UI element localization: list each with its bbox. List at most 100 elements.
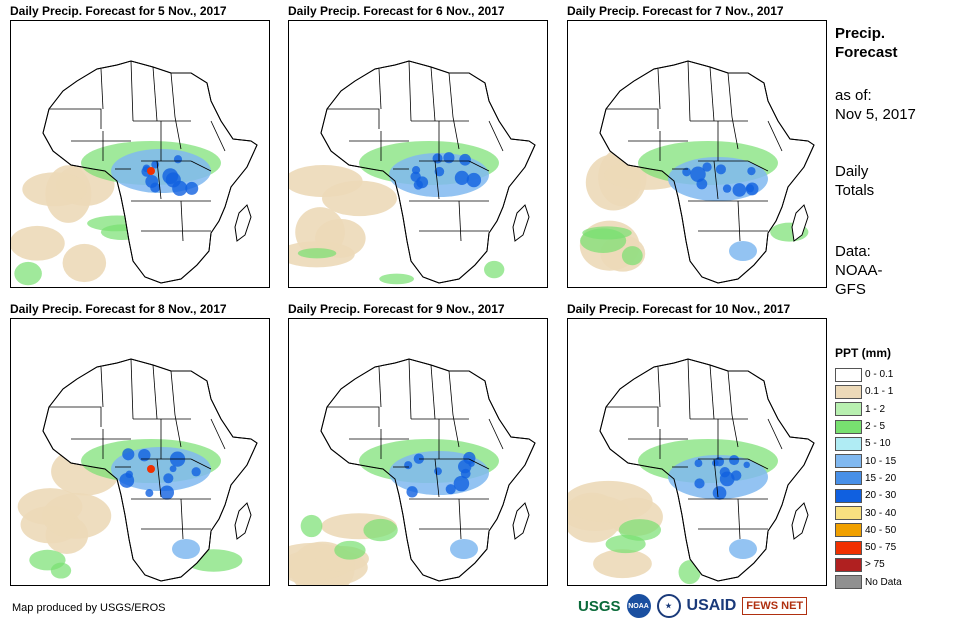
rain-cell-heavy xyxy=(162,168,179,185)
rain-cell-heavy xyxy=(460,468,471,479)
sidebar-asof: as of: Nov 5, 2017 xyxy=(835,86,916,124)
rain-cell-heavy xyxy=(729,455,740,466)
rain-cell-extreme xyxy=(147,465,155,473)
country-border xyxy=(458,498,462,540)
country-border xyxy=(49,108,102,129)
legend-label: 5 - 10 xyxy=(865,438,891,450)
country-border xyxy=(747,160,769,172)
dry-ocean-patch xyxy=(22,172,88,207)
rain-cell-heavy xyxy=(747,166,756,176)
country-border xyxy=(657,68,661,110)
legend-swatch xyxy=(835,488,862,503)
rain-cell-heavy xyxy=(169,465,177,473)
africa-map-svg xyxy=(568,358,815,585)
noaa-logo: NOAA xyxy=(626,594,651,618)
rain-cell-heavy xyxy=(191,467,201,477)
legend-label: 40 - 50 xyxy=(865,524,897,536)
rain-cell-heavy xyxy=(459,153,471,166)
country-border xyxy=(747,458,769,470)
forecast-panel-8nov: Daily Precip. Forecast for 8 Nov., 2017 xyxy=(10,302,270,586)
madagascar-landmass xyxy=(234,204,252,242)
country-border xyxy=(731,116,739,150)
country-border xyxy=(100,68,104,110)
country-border xyxy=(130,358,134,420)
legend-swatch xyxy=(835,436,862,451)
sidebar-title-line2: Forecast xyxy=(835,44,898,61)
panel-title: Daily Precip. Forecast for 8 Nov., 2017 xyxy=(10,302,227,316)
precip-map xyxy=(10,20,270,288)
panel-title: Daily Precip. Forecast for 10 Nov., 2017 xyxy=(567,302,791,316)
legend-item: 2 - 5 xyxy=(835,418,902,435)
country-border xyxy=(767,120,783,152)
legend-swatch xyxy=(835,557,862,572)
legend-title: PPT (mm) xyxy=(835,346,892,360)
country-border xyxy=(731,414,739,448)
map-credit: Map produced by USGS/EROS xyxy=(12,602,166,614)
country-border xyxy=(210,120,226,152)
legend-item: 20 - 30 xyxy=(835,487,902,504)
daily-line1: Daily xyxy=(835,163,869,180)
rain-cell-heavy xyxy=(454,170,469,185)
africa-coastline xyxy=(599,60,815,284)
forecast-panel-7nov: Daily Precip. Forecast for 7 Nov., 2017 xyxy=(567,4,827,288)
country-border xyxy=(434,160,440,200)
rain-cell-heavy xyxy=(731,470,742,481)
rain-cell-heavy xyxy=(406,486,418,498)
ppt-legend: PPT (mm) 0 - 0.1 0.1 - 1 1 - 2 2 - 5 5 - 10 1… xyxy=(835,346,902,591)
rain-cell-heavy xyxy=(122,448,135,461)
sidebar-data-source: Data: NOAA- GFS xyxy=(835,242,883,299)
legend-label: 50 - 75 xyxy=(865,542,897,554)
legend-item: 0.1 - 1 xyxy=(835,383,902,400)
madagascar-landmass xyxy=(791,502,809,540)
rain-cell-heavy xyxy=(416,176,429,189)
rain-band-moderate xyxy=(668,455,768,499)
country-border xyxy=(687,60,691,122)
legend-label: 30 - 40 xyxy=(865,507,897,519)
country-border xyxy=(468,160,490,172)
data-line3: GFS xyxy=(835,281,866,298)
rain-cell-heavy xyxy=(404,461,413,470)
country-border xyxy=(156,160,162,200)
country-border xyxy=(687,358,691,420)
precip-map xyxy=(567,20,827,288)
dry-ocean-patch xyxy=(17,488,83,526)
rain-cell-heavy xyxy=(722,184,732,193)
africa-map-svg xyxy=(17,358,258,582)
forecast-panel-10nov: Daily Precip. Forecast for 10 Nov., 2017 xyxy=(567,302,827,586)
dry-ocean-patch xyxy=(322,180,397,217)
legend-item: 1 - 2 xyxy=(835,401,902,418)
legend-label: 2 - 5 xyxy=(865,421,886,433)
rain-cell-heavy xyxy=(719,471,735,487)
usaid-logo: USAID xyxy=(686,597,737,614)
legend-swatch xyxy=(835,384,862,399)
country-border xyxy=(713,458,719,498)
rain-ocean-patch xyxy=(484,260,505,279)
legend-swatch xyxy=(835,471,862,486)
country-border xyxy=(327,108,380,129)
rain-ocean-patch xyxy=(363,518,398,542)
legend-label: 0.1 - 1 xyxy=(865,386,894,398)
rain-ocean-patch xyxy=(29,549,66,571)
country-border xyxy=(430,66,436,122)
rain-cell-heavy xyxy=(453,475,470,492)
country-border xyxy=(458,200,462,242)
legend-label: 20 - 30 xyxy=(865,490,897,502)
legend-item: 40 - 50 xyxy=(835,522,902,539)
africa-map-svg xyxy=(289,358,536,585)
africa-coastline xyxy=(320,60,536,284)
rain-ocean-patch xyxy=(580,228,627,253)
country-border xyxy=(434,458,440,498)
rain-ocean-patch xyxy=(14,261,42,286)
rain-cell-heavy xyxy=(732,183,747,197)
country-border xyxy=(180,498,184,540)
legend-item: No Data xyxy=(835,574,902,591)
rain-cell-heavy xyxy=(138,448,151,462)
madagascar-landmass xyxy=(791,204,809,242)
panel-title: Daily Precip. Forecast for 9 Nov., 2017 xyxy=(288,302,505,316)
country-border xyxy=(488,418,504,450)
precip-map xyxy=(567,318,827,586)
rain-cell-heavy xyxy=(172,180,188,196)
rain-south-east xyxy=(450,539,478,559)
legend-swatch xyxy=(835,540,862,555)
africa-coastline xyxy=(42,60,258,284)
